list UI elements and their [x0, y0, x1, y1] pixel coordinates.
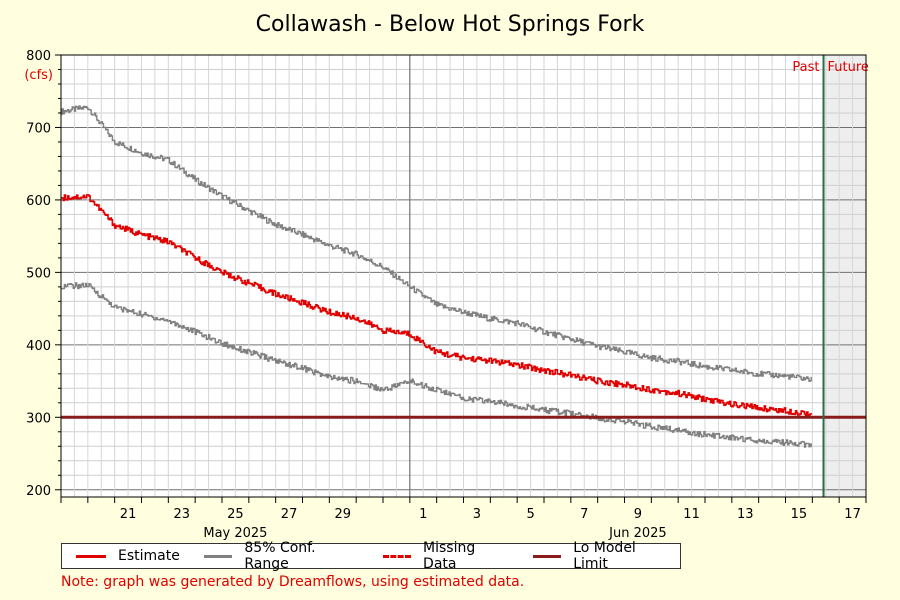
x-tick-label: 13 — [737, 507, 754, 522]
y-axis-label: (cfs) — [24, 68, 53, 83]
legend-label-estimate: Estimate — [118, 548, 180, 564]
x-tick-label: 27 — [281, 507, 298, 522]
series-conf-upper-line — [61, 105, 812, 382]
x-tick-label: 25 — [227, 507, 244, 522]
y-tick-label: 400 — [26, 339, 51, 354]
legend-item-lo-limit: Lo Model Limit — [532, 540, 670, 572]
x-tick-label: 21 — [120, 507, 137, 522]
y-tick-label: 600 — [26, 194, 51, 209]
x-tick-label: 15 — [791, 507, 808, 522]
missing-data-swatch — [382, 554, 412, 558]
x-tick-label: 11 — [683, 507, 700, 522]
chart-title: Collawash - Below Hot Springs Fork — [255, 12, 645, 37]
legend-label-conf-range: 85% Conf. Range — [244, 540, 316, 572]
conf-range-swatch — [203, 554, 233, 558]
x-tick-label: 17 — [844, 507, 861, 522]
x-month-label: May 2025 — [203, 526, 267, 540]
series-conf-lower-line — [61, 282, 812, 448]
legend-label-missing: Missing Data — [423, 540, 476, 572]
y-tick-label: 500 — [26, 266, 51, 281]
lo-limit-swatch — [532, 554, 562, 558]
footnote: Note: graph was generated by Dreamflows,… — [61, 574, 525, 590]
estimate-swatch — [76, 554, 106, 558]
legend-item-conf-range: 85% Conf. Range — [203, 540, 359, 572]
x-tick-label: 7 — [580, 507, 588, 522]
x-tick-label: 9 — [634, 507, 642, 522]
plot-frame — [60, 54, 867, 498]
legend-item-missing: Missing Data — [382, 540, 509, 572]
x-tick-label: 23 — [173, 507, 190, 522]
future-region — [823, 55, 866, 497]
y-tick-label: 800 — [26, 49, 51, 64]
x-month-label: Jun 2025 — [608, 526, 667, 540]
legend: Estimate 85% Conf. Range Missing Data Lo… — [61, 540, 681, 572]
y-tick-label: 200 — [26, 484, 51, 499]
past-label: Past — [792, 60, 819, 75]
legend-item-estimate: Estimate — [76, 548, 180, 564]
y-tick-label: 300 — [26, 411, 51, 426]
x-tick-label: 1 — [419, 507, 427, 522]
x-tick-label: 29 — [334, 507, 351, 522]
future-label: Future — [828, 60, 869, 75]
x-tick-label: 3 — [473, 507, 481, 522]
legend-label-lo-limit: Lo Model Limit — [573, 540, 636, 572]
y-tick-label: 700 — [26, 121, 51, 136]
series-estimate-line — [61, 194, 812, 417]
x-tick-label: 5 — [526, 507, 534, 522]
